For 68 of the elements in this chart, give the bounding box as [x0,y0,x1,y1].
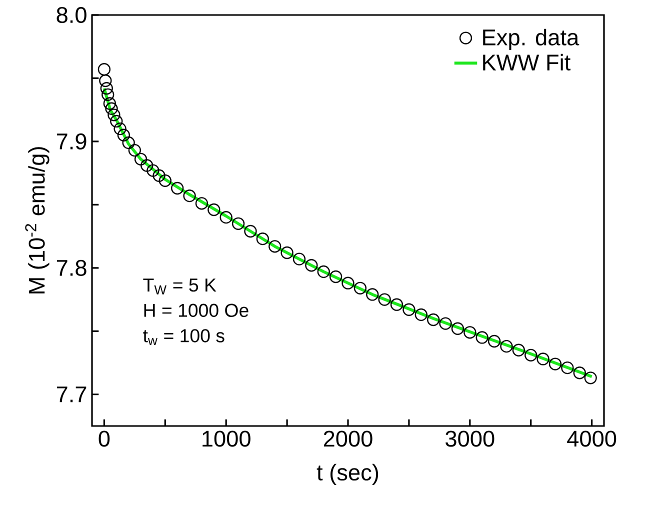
y-axis-title: M (10$^{-2}$ emu/g) [25,147,50,294]
point [105,102,118,115]
point [102,88,114,101]
point [98,63,111,76]
point [183,190,196,202]
point [158,174,172,187]
point [512,344,525,356]
legend-label: KWW Fit [483,54,570,70]
point [305,259,318,272]
point [146,164,160,177]
y-tick-label: 7.8 [56,260,86,276]
point [464,326,476,339]
point [280,246,294,260]
point [451,322,464,335]
point [220,210,232,224]
point [378,293,391,306]
legend-label: Exp. data [483,28,580,50]
point [427,313,440,326]
y-tick-label: 7.9 [56,133,86,150]
point [100,82,113,95]
point [232,217,245,230]
point [208,203,220,216]
point [268,240,282,253]
annotation: T$_{W}$ = 5 K [143,278,216,294]
point [354,282,367,294]
annotation: t$_{w}$ = 100 s [143,329,224,346]
point [561,361,574,374]
point [117,128,130,142]
point [114,122,126,136]
point [292,252,306,266]
point [140,159,154,172]
point [171,182,184,195]
x-tick-label: 2000 [324,430,372,447]
point [536,352,550,366]
point [342,276,354,290]
point [524,348,538,362]
point [402,303,416,316]
point [476,331,488,344]
point [152,169,166,182]
point [99,74,112,88]
point [128,144,142,157]
point [439,317,452,330]
point [195,197,208,210]
annotation: H = 1000 Oe [144,304,248,317]
point [134,152,148,166]
point [103,97,116,110]
point [317,265,330,278]
x-tick-label: 3000 [446,430,494,447]
x-tick-label: 4000 [567,430,616,447]
point [122,136,135,150]
x-tick-label: 0 [98,430,110,447]
point [110,114,123,128]
x-axis-title: t (sec) [316,464,378,486]
point [244,224,257,238]
point [573,366,586,380]
point [584,372,597,384]
point [366,288,379,301]
point [548,358,562,370]
point [390,298,404,311]
y-tick-label: 7.7 [56,386,86,402]
point [108,108,120,122]
point [256,232,269,246]
point [500,340,513,353]
point [329,270,342,284]
point [488,334,501,348]
point [414,308,428,322]
y-tick-label: 8.0 [56,6,86,24]
x-tick-label: 1000 [202,430,250,447]
